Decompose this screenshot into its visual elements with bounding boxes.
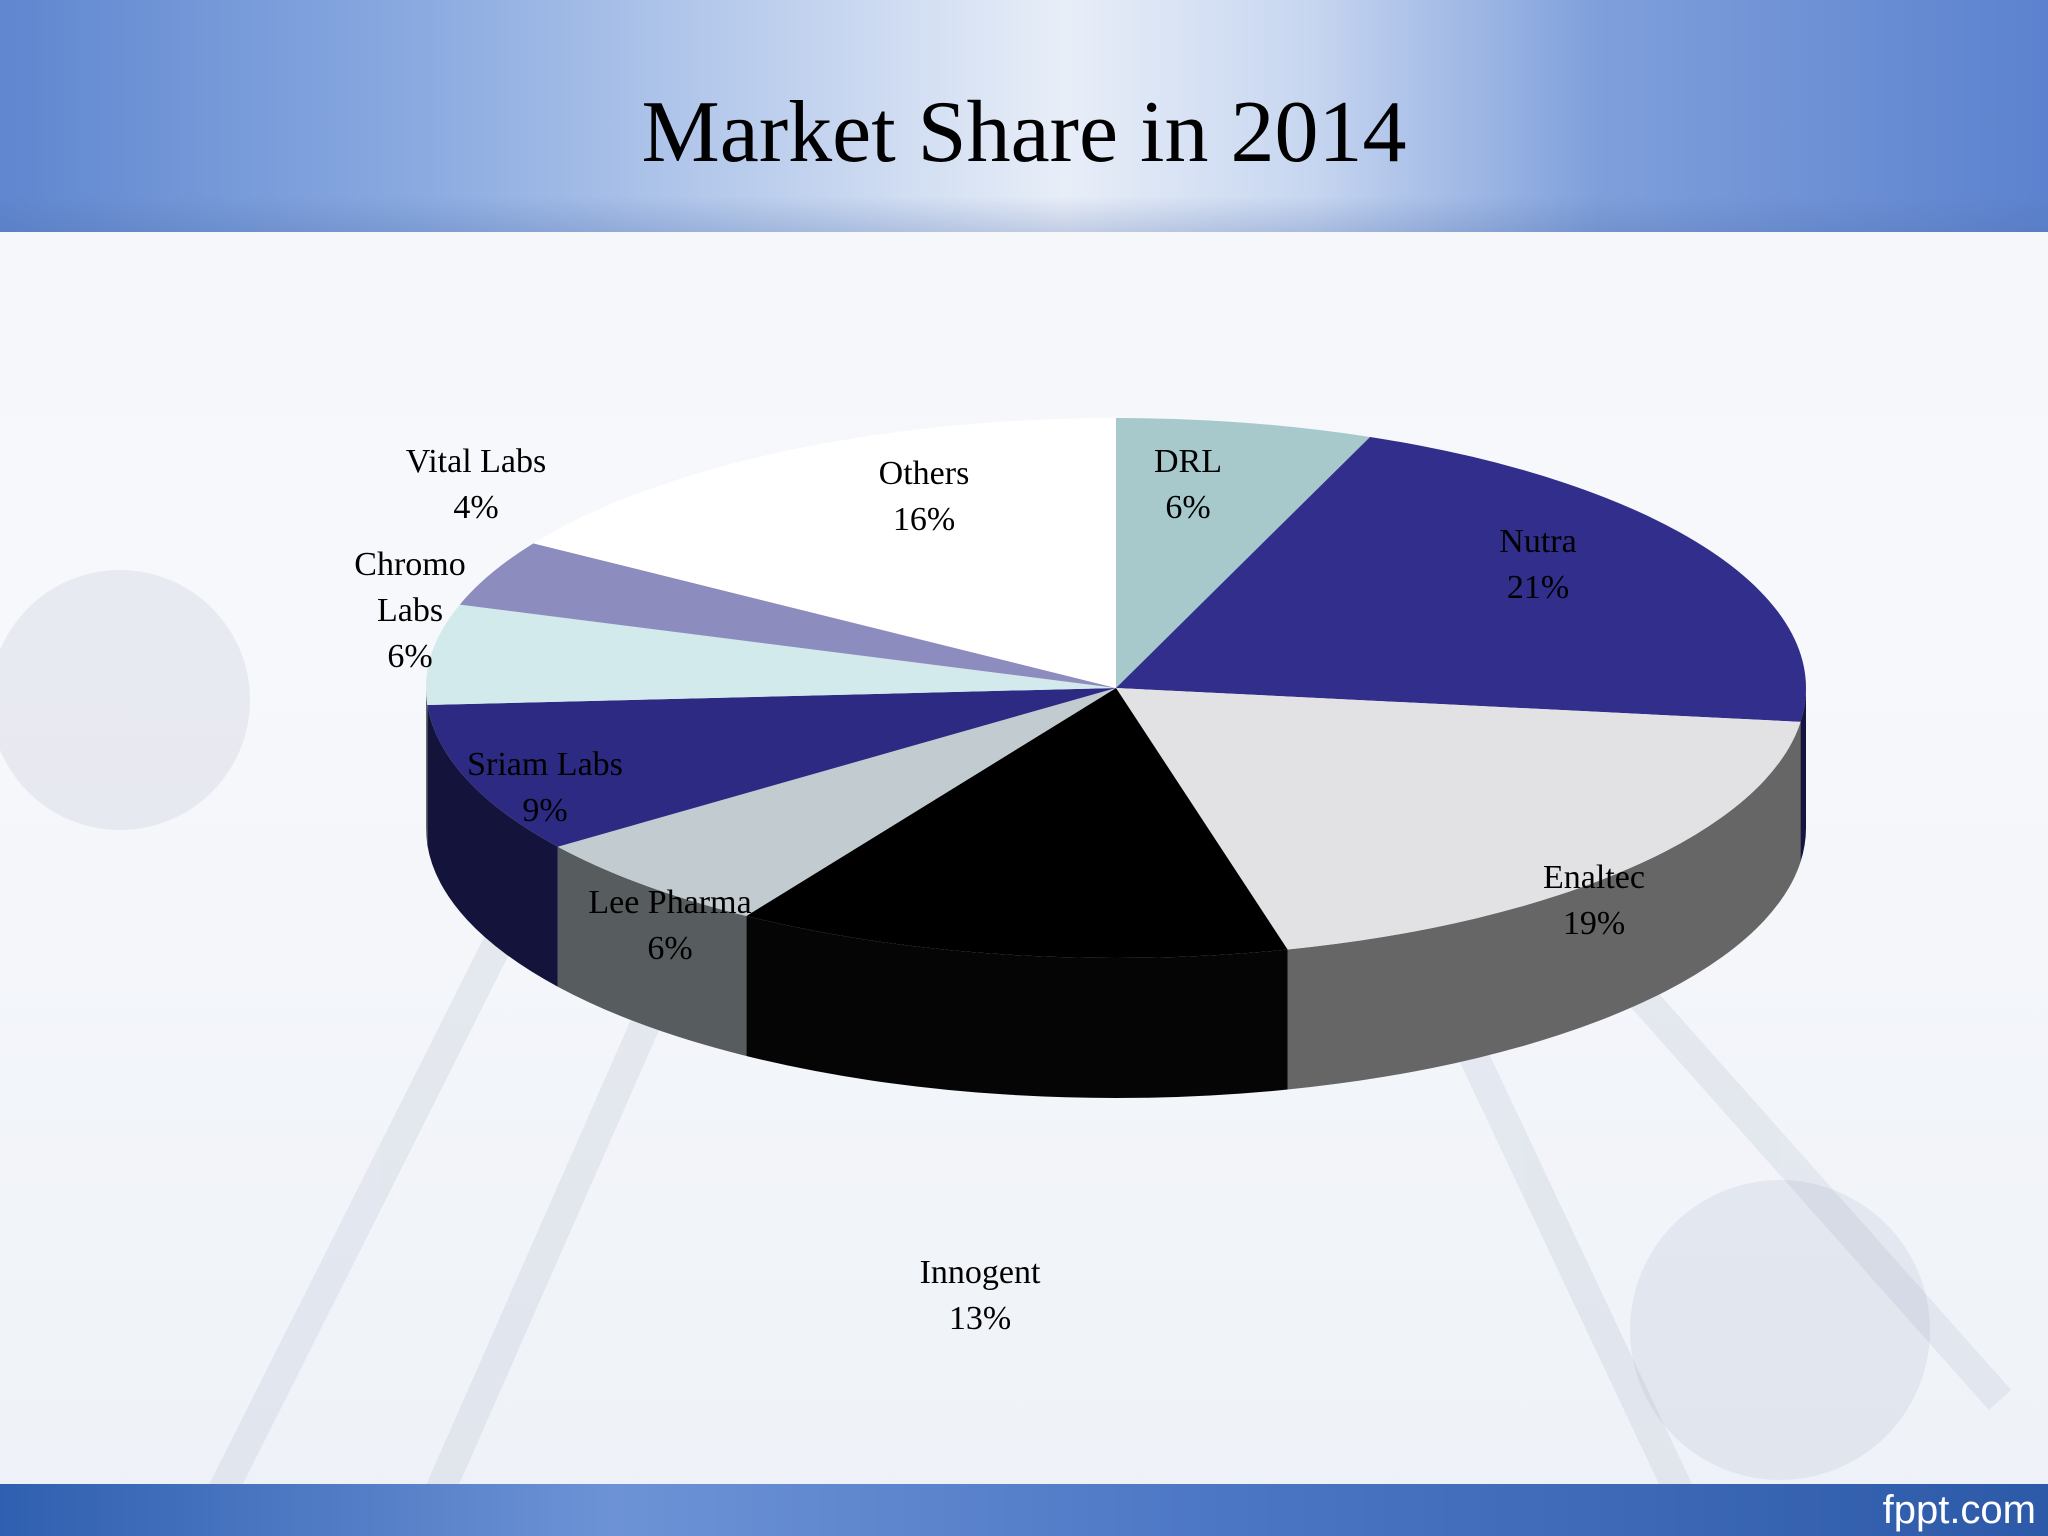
data-label-drl: DRL 6% [1154,443,1222,526]
pie-slices [426,418,1807,959]
header-banner [0,0,2048,232]
pie-side-nutra [1800,688,1806,862]
footer-brand: fppt.com [1882,1488,2036,1532]
data-label-others: Others 16% [879,455,970,538]
pie-side-lee-pharma [557,846,747,1056]
pie-sides [426,688,1806,1098]
pie-labels: DRL 6% Nutra 21% Enaltec 19% Innogent 13% Lee Ph… [354,443,1645,1337]
pie-slice-enaltec [1116,688,1801,950]
pie-slice-others [533,418,1116,688]
pie-slice-nutra [1116,436,1807,722]
pie-slice-lee-pharma [557,688,1116,916]
slide-title: Market Share in 2014 [641,84,1407,181]
pie-side-chromo-labs [426,688,428,845]
data-label-enaltec: Enaltec 19% [1543,859,1645,942]
data-label-innogent: Innogent 13% [920,1254,1041,1337]
pie-slice-sriam-labs [427,688,1116,847]
header-banner-shadow [0,196,2048,232]
data-label-lee-pharma: Lee Pharma 6% [588,884,751,967]
data-label-nutra: Nutra 21% [1499,523,1576,606]
data-label-chromo-labs: Chromo Labs 6% [354,546,465,675]
pie-slice-chromo-labs [426,604,1117,705]
pie-side-sriam-labs [427,704,558,987]
pie-side-innogent [746,915,1288,1098]
pie-side-enaltec [1287,721,1801,1090]
data-label-vital-labs: Vital Labs 4% [406,443,547,526]
footer-bar [0,1484,2048,1536]
data-label-sriam-labs: Sriam Labs 9% [467,746,623,829]
pie-slice-innogent [746,688,1288,959]
pie-slice-vital-labs [459,543,1116,688]
pie-slice-drl [1116,418,1371,688]
